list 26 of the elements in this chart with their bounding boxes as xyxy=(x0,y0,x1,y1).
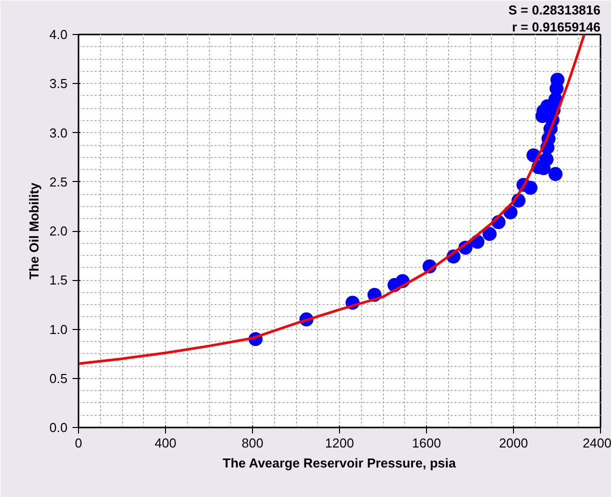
annotation: r = 0.91659146 xyxy=(512,20,601,34)
y-tick-label: 3.5 xyxy=(49,76,68,92)
x-tick-label: 0 xyxy=(74,436,82,450)
x-tick-label: 1600 xyxy=(412,436,441,450)
y-tick-label: 0.0 xyxy=(49,420,68,435)
line-series xyxy=(78,34,586,365)
point xyxy=(482,226,497,241)
y-tick-label: 0.5 xyxy=(49,370,68,386)
point xyxy=(548,167,562,181)
y-tick-label: 4.0 xyxy=(49,27,68,42)
y-tick-label: 2.0 xyxy=(49,224,68,238)
x-tick-label: 2400 xyxy=(582,436,611,450)
point xyxy=(523,180,538,195)
x-tick-label: 2000 xyxy=(499,436,528,450)
y-tick-label: 3.0 xyxy=(49,125,68,140)
x-tick-label: 800 xyxy=(242,436,264,450)
text: S = 0.28313816 xyxy=(508,2,601,18)
point xyxy=(550,72,564,87)
x-tick-label: 1200 xyxy=(325,436,354,450)
x-axis-title: The Avearge Reservoir Pressure, psia xyxy=(222,456,457,470)
y-tick-label: 2.5 xyxy=(49,174,68,190)
y-axis-title: The Oil Mobility xyxy=(26,182,42,280)
x-tick-label: 400 xyxy=(154,436,176,450)
point xyxy=(540,152,554,166)
y-tick-label: 1.5 xyxy=(49,272,68,288)
y-tick-label: 1.0 xyxy=(49,322,68,337)
